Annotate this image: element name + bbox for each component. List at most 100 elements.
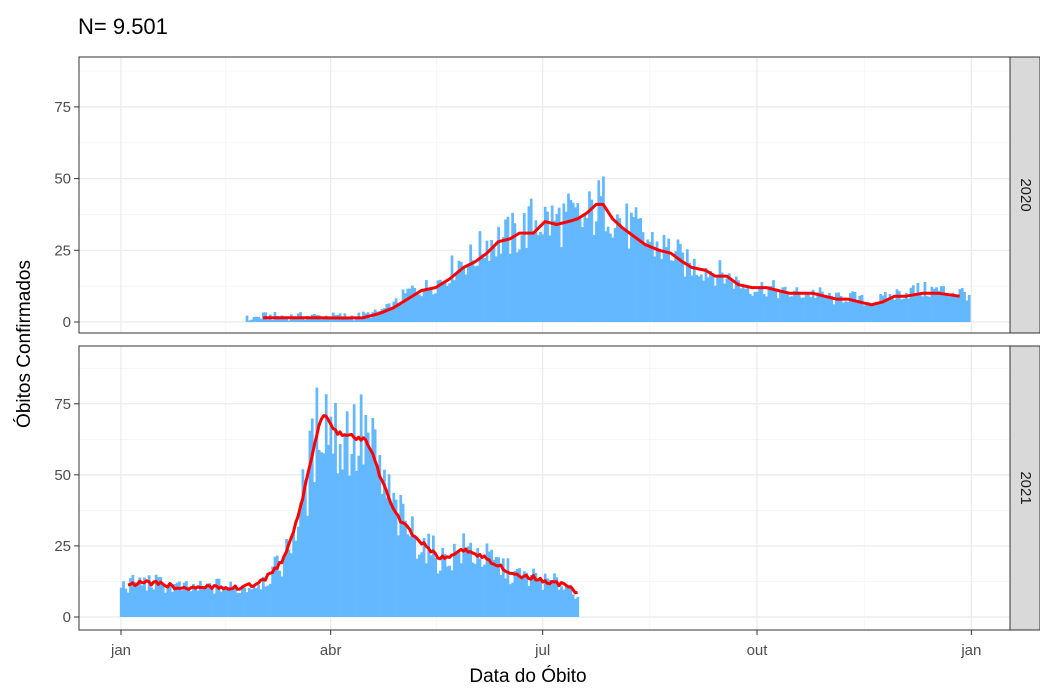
bar-2020 — [895, 289, 899, 322]
bar-2021 — [576, 596, 580, 617]
bar-2020 — [513, 223, 517, 322]
bar-2020 — [916, 283, 920, 322]
bar-2020 — [494, 256, 498, 322]
bar-2020 — [823, 295, 827, 322]
bar-2021 — [494, 557, 498, 617]
bar-2021 — [574, 598, 577, 617]
bar-2020 — [958, 289, 962, 322]
bar-2021 — [392, 492, 396, 617]
bar-2021 — [452, 543, 456, 617]
bar-2020 — [935, 287, 938, 322]
bar-2020 — [511, 212, 514, 322]
bar-2021 — [201, 586, 205, 617]
bar-2021 — [254, 588, 258, 617]
bar-2020 — [802, 297, 806, 322]
bar-2021 — [308, 430, 312, 617]
bar-2021 — [401, 503, 405, 617]
bar-2020 — [664, 247, 668, 322]
bar-2020 — [846, 302, 850, 322]
bar-2021 — [546, 578, 549, 617]
bar-2020 — [671, 261, 675, 322]
bar-2020 — [450, 255, 454, 322]
bar-2020 — [918, 293, 922, 322]
bar-2020 — [774, 290, 778, 322]
bar-2020 — [872, 302, 876, 322]
bar-2020 — [830, 295, 834, 322]
bar-2020 — [921, 296, 924, 322]
bar-2020 — [953, 294, 957, 322]
bar-2020 — [439, 279, 442, 322]
bar-2020 — [865, 301, 869, 322]
bar-2020 — [725, 278, 729, 322]
bar-2020 — [445, 285, 449, 322]
bar-2020 — [376, 311, 379, 322]
bar-2020 — [385, 304, 389, 322]
bar-2020 — [415, 292, 419, 322]
bar-2021 — [301, 469, 305, 617]
bar-2020 — [914, 293, 917, 322]
bar-2021 — [413, 536, 417, 617]
bar-2021 — [341, 469, 344, 617]
bar-2021 — [171, 591, 174, 617]
bar-2020 — [704, 268, 708, 322]
bar-2021 — [527, 585, 531, 617]
bar-2020 — [630, 212, 633, 322]
bar-2021 — [252, 586, 256, 617]
bar-2020 — [466, 263, 470, 322]
bar-2021 — [473, 563, 477, 617]
bar-2020 — [788, 296, 792, 322]
bar-2021 — [231, 586, 235, 617]
bar-2021 — [504, 578, 507, 617]
panel-2021-bars — [119, 387, 580, 617]
bar-2021 — [180, 590, 184, 617]
bar-2020 — [250, 319, 254, 322]
bar-2021 — [271, 566, 274, 617]
bar-2020 — [851, 291, 855, 322]
bar-2020 — [592, 234, 596, 322]
bar-2021 — [247, 587, 251, 617]
bar-2020 — [651, 232, 654, 322]
bar-2020 — [653, 256, 657, 322]
x-tick-label: out — [747, 642, 769, 659]
bar-2020 — [599, 196, 603, 322]
bar-2021 — [369, 447, 372, 617]
bar-2021 — [192, 583, 195, 617]
bar-2020 — [732, 288, 736, 322]
bar-2020 — [420, 296, 424, 322]
bar-2021 — [296, 526, 300, 617]
bar-2021 — [131, 574, 135, 617]
bar-2020 — [660, 258, 664, 322]
bar-2020 — [844, 301, 848, 322]
bar-2021 — [522, 571, 526, 617]
bar-2020 — [320, 319, 323, 322]
bar-2021 — [229, 581, 233, 617]
bar-2021 — [441, 547, 445, 617]
bar-2021 — [567, 586, 570, 617]
bar-2020 — [562, 203, 566, 322]
bar-2020 — [790, 296, 794, 322]
bar-2020 — [627, 248, 631, 322]
bar-2020 — [620, 229, 624, 322]
panel-2020-strip-label: 2020 — [1017, 178, 1034, 211]
bar-2021 — [448, 565, 452, 617]
bar-2020 — [748, 293, 752, 322]
bar-2020 — [623, 230, 626, 322]
bar-2020 — [378, 310, 382, 322]
bar-2020 — [816, 292, 820, 322]
bar-2020 — [783, 286, 787, 322]
bar-2020 — [867, 302, 871, 322]
bar-2020 — [518, 249, 521, 322]
bar-2020 — [532, 231, 535, 322]
bar-2020 — [560, 247, 563, 322]
bar-2021 — [315, 387, 319, 617]
bar-2020 — [713, 285, 717, 322]
bar-2020 — [492, 246, 496, 322]
bar-2020 — [930, 286, 934, 322]
bar-2020 — [907, 298, 910, 322]
bar-2020 — [497, 226, 500, 322]
bar-2021 — [518, 568, 521, 617]
bar-2020 — [711, 273, 715, 322]
bar-2020 — [578, 216, 582, 322]
bar-2020 — [942, 286, 945, 322]
